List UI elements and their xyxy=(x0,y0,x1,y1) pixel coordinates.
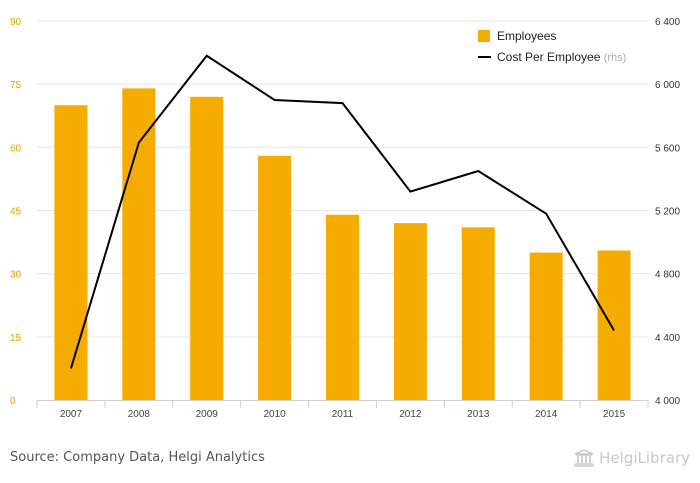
x-tick-label: 2007 xyxy=(60,409,83,420)
right-tick-label: 4 400 xyxy=(655,333,680,344)
left-tick-label: 30 xyxy=(10,270,22,281)
employees-cost-chart: 0 15 30 45 60 75 90 4 000 4 400 4 800 5 200 5 600 6 … xyxy=(10,17,680,420)
x-tick-label: 2015 xyxy=(603,409,626,420)
x-tick-label: 2009 xyxy=(196,409,219,420)
left-tick-label: 90 xyxy=(10,17,22,28)
source-note: Source: Company Data, Helgi Analytics xyxy=(10,450,265,465)
x-tick-label: 2010 xyxy=(263,409,286,420)
right-tick-label: 5 200 xyxy=(655,207,680,218)
legend-label: Employees xyxy=(497,29,556,43)
left-tick-label: 0 xyxy=(10,396,16,407)
bar xyxy=(597,250,631,400)
bar xyxy=(190,96,224,401)
bar xyxy=(54,105,88,400)
left-tick-label: 15 xyxy=(10,333,22,344)
left-tick-label: 60 xyxy=(10,143,22,154)
library-building-icon xyxy=(574,449,595,467)
bars-layer xyxy=(54,88,631,401)
x-tick-label: 2012 xyxy=(399,409,422,420)
bar xyxy=(326,214,359,400)
left-tick-label: 45 xyxy=(10,207,22,218)
axis-layer: 0 15 30 45 60 75 90 4 000 4 400 4 800 5 200 5 600 6 … xyxy=(10,17,680,420)
bar xyxy=(529,252,563,400)
helgi-library-logo: HelgiLibrary xyxy=(573,447,690,469)
bar xyxy=(258,155,292,400)
right-tick-label: 4 800 xyxy=(655,270,680,281)
logo-text: HelgiLibrary xyxy=(599,449,690,467)
footer xyxy=(0,440,700,483)
legend-label-suffix: (rhs) xyxy=(604,52,627,64)
x-tick-label: 2011 xyxy=(332,409,354,420)
x-tick-label: 2008 xyxy=(128,409,151,420)
line-layer xyxy=(69,54,615,369)
bar xyxy=(461,227,495,400)
bar xyxy=(393,223,427,400)
bar xyxy=(122,88,156,400)
cost-per-employee-line xyxy=(69,54,615,369)
right-tick-label: 5 600 xyxy=(655,143,680,154)
x-tick-label: 2013 xyxy=(467,409,490,420)
left-tick-label: 75 xyxy=(10,80,22,91)
right-tick-label: 6 400 xyxy=(655,17,680,28)
right-tick-label: 4 000 xyxy=(655,396,680,407)
right-tick-label: 6 000 xyxy=(655,80,680,91)
legend-bar-swatch xyxy=(478,30,490,42)
legend: Employees Cost Per Employee (rhs) xyxy=(478,29,626,64)
legend-label: Cost Per Employee (rhs) xyxy=(497,50,626,64)
x-tick-label: 2014 xyxy=(535,409,558,420)
